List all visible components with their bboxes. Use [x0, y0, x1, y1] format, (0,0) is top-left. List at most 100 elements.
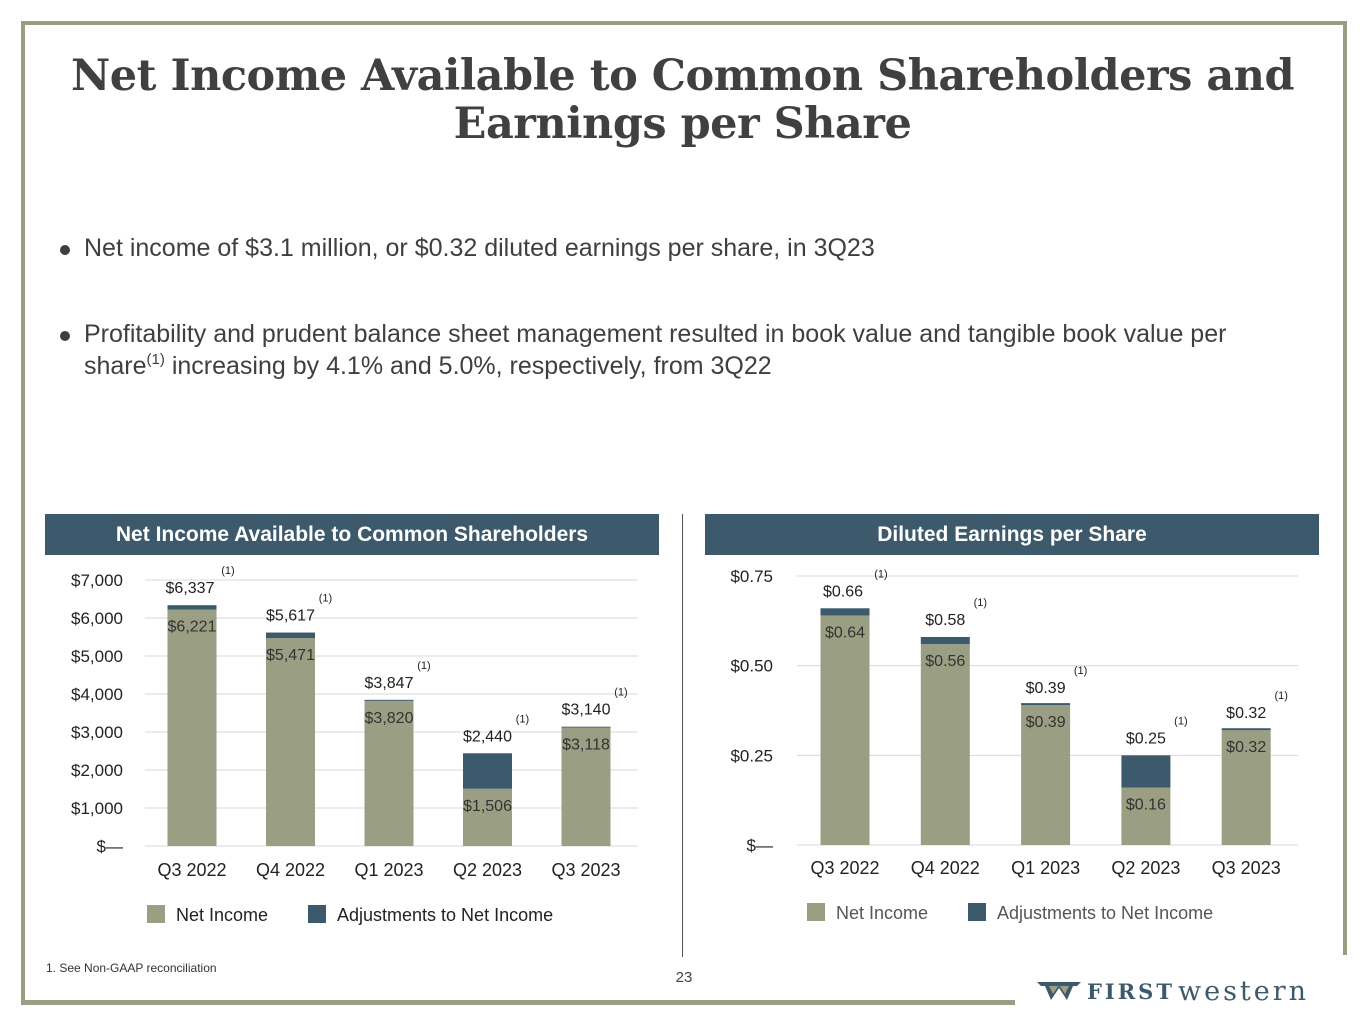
y-tick-label: $3,000 [71, 723, 123, 742]
net-income-label: $0.64 [825, 624, 865, 641]
y-tick-label: $1,000 [71, 799, 123, 818]
y-tick-label: $7,000 [71, 571, 123, 590]
bar-adjustment [920, 636, 970, 645]
logo-w-icon [1037, 982, 1081, 1000]
y-tick-label: $4,000 [71, 685, 123, 704]
footnote-marker: (1) [319, 593, 332, 605]
bullet-text: Net income of $3.1 million, or $0.32 dil… [84, 234, 875, 262]
y-tick-label: $0.50 [730, 657, 773, 676]
net-income-chart: $— $1,000 $2,000 $3,000 $4,000 $5,000 $6,000 $7… [71, 565, 638, 925]
bar-adjustment [1021, 703, 1071, 706]
page-title: Net Income Available to Common Sharehold… [70, 51, 1295, 149]
y-tick-label: $— [97, 837, 123, 856]
total-label: $5,617 [266, 608, 315, 625]
bar-adjustment [266, 632, 315, 639]
x-tick-label: Q4 2022 [256, 860, 325, 880]
legend-swatch-adjustments [308, 905, 326, 923]
frame-gap [1015, 955, 1355, 1024]
legend-label-adjustments: Adjustments to Net Income [997, 903, 1213, 923]
total-label: $0.25 [1126, 730, 1166, 747]
total-label: $2,440 [463, 728, 512, 745]
legend-label-net-income: Net Income [176, 905, 268, 925]
x-tick-label: Q3 2022 [810, 858, 879, 878]
company-logo: FIRST western [1037, 975, 1310, 1007]
net-income-label: $0.56 [925, 653, 965, 670]
legend-swatch-adjustments [968, 903, 986, 921]
chart-header-eps: Diluted Earnings per Share [705, 514, 1319, 555]
legend-swatch-net-income [807, 903, 825, 921]
bar-adjustment [167, 605, 217, 610]
y-tick-label: $0.25 [730, 746, 773, 765]
y-tick-label: $5,000 [71, 647, 123, 666]
bullet-list: Net income of $3.1 million, or $0.32 dil… [58, 232, 1308, 382]
x-tick-label: Q1 2023 [354, 860, 423, 880]
footnote-marker: (1) [221, 565, 234, 577]
x-tick-label: Q3 2023 [1212, 858, 1281, 878]
y-tick-label: $2,000 [71, 761, 123, 780]
bullet-item: Net income of $3.1 million, or $0.32 dil… [58, 232, 1308, 264]
x-tick-label: Q3 2022 [157, 860, 226, 880]
net-income-label: $6,221 [168, 619, 217, 636]
total-label: $3,847 [365, 675, 414, 692]
logo-western: western [1177, 975, 1310, 1007]
footnote: 1. See Non-GAAP reconciliation [46, 961, 217, 975]
footnote-marker: (1) [516, 713, 529, 725]
bar-adjustment [820, 608, 870, 616]
legend-swatch-net-income [147, 905, 165, 923]
footnote-marker: (1) [146, 351, 165, 368]
chart-header-net-income: Net Income Available to Common Sharehold… [45, 514, 659, 555]
legend-label-net-income: Net Income [836, 903, 928, 923]
bar-net-income [364, 700, 414, 846]
bar-net-income [266, 638, 315, 846]
legend-label-adjustments: Adjustments to Net Income [337, 905, 553, 925]
net-income-label: $0.16 [1126, 797, 1166, 814]
footnote-marker: (1) [614, 687, 627, 699]
bar-net-income [1121, 787, 1171, 845]
footnote-marker: (1) [1274, 690, 1287, 702]
total-label: $3,140 [562, 702, 611, 719]
footnote-marker: (1) [974, 597, 987, 609]
x-tick-label: Q3 2023 [551, 860, 620, 880]
net-income-label: $5,471 [266, 647, 315, 664]
bar-net-income [1221, 730, 1271, 845]
footnote-marker: (1) [874, 568, 887, 580]
y-tick-label: $— [747, 836, 773, 855]
x-tick-label: Q2 2023 [1111, 858, 1180, 878]
chart-divider [682, 514, 683, 957]
logo-first: FIRST [1087, 978, 1175, 1004]
bar-adjustment [1121, 755, 1171, 788]
bar-adjustment [463, 753, 512, 789]
total-label: $0.39 [1026, 680, 1066, 697]
bar-net-income [167, 609, 217, 846]
footnote-marker: (1) [417, 660, 430, 672]
bar-adjustment [1221, 728, 1271, 731]
bullet-item: Profitability and prudent balance sheet … [58, 318, 1308, 382]
total-label: $0.58 [925, 612, 965, 629]
bar-net-income [561, 727, 611, 846]
bullet-text: increasing by 4.1% and 5.0%, respectivel… [164, 352, 772, 380]
footnote-marker: (1) [1174, 715, 1187, 727]
bar-adjustment [364, 699, 414, 701]
net-income-label: $1,506 [463, 798, 512, 815]
net-income-label: $0.39 [1026, 714, 1066, 731]
x-tick-label: Q1 2023 [1011, 858, 1080, 878]
net-income-label: $3,118 [562, 737, 610, 754]
eps-chart: $— $0.25 $0.50 $0.75 $0.64 $0.66 (1) Q3 2022 $0.… [730, 567, 1298, 923]
footnote-marker: (1) [1074, 665, 1087, 677]
y-tick-label: $0.75 [730, 567, 773, 586]
bar-adjustment [561, 726, 611, 728]
bar-net-income [820, 615, 870, 845]
bullet-text: Profitability and prudent balance sheet … [84, 320, 1227, 380]
bar-net-income [920, 644, 970, 845]
y-tick-label: $6,000 [71, 609, 123, 628]
total-label: $6,337 [166, 580, 215, 597]
bar-net-income [1021, 705, 1071, 845]
x-tick-label: Q4 2022 [911, 858, 980, 878]
total-label: $0.66 [823, 583, 863, 600]
slide-frame [21, 21, 1347, 1005]
net-income-label: $3,820 [365, 710, 414, 727]
total-label: $0.32 [1226, 705, 1266, 722]
page-number: 23 [675, 969, 693, 986]
x-tick-label: Q2 2023 [453, 860, 522, 880]
bar-net-income [463, 788, 512, 846]
